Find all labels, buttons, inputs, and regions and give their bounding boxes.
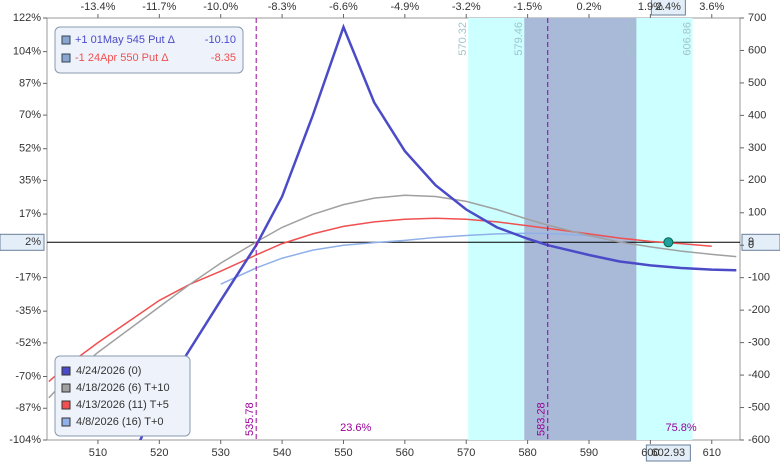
y-tick-label: 52% xyxy=(19,143,41,155)
x-tick-label: 610 xyxy=(703,447,721,459)
y2-tick-label: 400 xyxy=(748,109,766,121)
current-pnl-box xyxy=(741,233,780,251)
y2-tick-label: 100 xyxy=(748,207,766,219)
x2-tick-label: -4.9% xyxy=(390,1,419,13)
legend-label: 4/8/2026 (16) T+0 xyxy=(76,416,164,428)
legend-label: 4/24/2026 (0) xyxy=(76,365,141,377)
y-tick-label: -87% xyxy=(15,402,41,414)
breakeven-label: 583.28 xyxy=(536,402,548,436)
x2-tick-label: -3.2% xyxy=(452,1,481,13)
x-tick-label: 520 xyxy=(150,447,168,459)
x-tick-label: 510 xyxy=(89,447,107,459)
x2-tick-label: 1.9% xyxy=(638,1,663,13)
current-marker xyxy=(663,237,674,248)
y2-tick-label: 600 xyxy=(748,44,766,56)
legend-swatch xyxy=(61,417,71,427)
band-label: 606.86 xyxy=(681,22,693,56)
y-tick-label: -70% xyxy=(15,370,41,382)
y2-tick-label: -500 xyxy=(748,401,770,413)
legend-swatch xyxy=(61,53,71,63)
position-name: +1 01May 545 Put Δ xyxy=(75,34,176,46)
x2-tick-label: -13.4% xyxy=(81,1,116,13)
y-tick-label: -17% xyxy=(15,271,41,283)
positions-legend xyxy=(54,26,244,74)
current-price-box xyxy=(645,444,691,462)
x2-tick-label: 0.2% xyxy=(576,1,601,13)
pnl-line xyxy=(48,194,737,399)
y-tick-label: 35% xyxy=(19,174,41,186)
x2-tick-label: 3.6% xyxy=(699,1,724,13)
legend-swatch xyxy=(61,400,71,410)
current-return: 2% xyxy=(25,236,41,248)
y2-tick-label: -400 xyxy=(748,369,770,381)
current-return-box xyxy=(0,233,45,251)
probability-label: 75.8% xyxy=(665,422,696,434)
x-tick-label: 580 xyxy=(518,447,536,459)
x2-tick-label: -11.7% xyxy=(142,1,176,13)
x-tick-label: 590 xyxy=(580,447,598,459)
y2-tick-label: -100 xyxy=(748,272,770,284)
y2-tick-label: -600 xyxy=(748,434,770,446)
x-tick-label: 550 xyxy=(334,447,352,459)
position-delta: -10.10 xyxy=(205,34,236,46)
x2-tick-label: -8.3% xyxy=(268,1,297,13)
range-band xyxy=(524,18,637,440)
band-label: 579.46 xyxy=(513,22,525,56)
y-tick-label: 70% xyxy=(19,109,41,121)
series-legend xyxy=(54,355,191,437)
y-tick-label: 17% xyxy=(19,208,41,220)
legend-swatch xyxy=(61,383,71,393)
y2-tick-label: 200 xyxy=(748,174,766,186)
y-tick-label: 122% xyxy=(13,12,41,24)
y2-tick-label: -300 xyxy=(748,337,770,349)
current-price: 602.93 xyxy=(652,447,686,459)
band-label: 597.72 xyxy=(625,22,637,56)
y-tick-label: 87% xyxy=(19,77,41,89)
legend-swatch xyxy=(61,35,71,45)
x2-tick-label: -10.0% xyxy=(203,1,238,13)
x-tick-label: 530 xyxy=(212,447,230,459)
legend-swatch xyxy=(61,366,71,376)
position-delta: -8.35 xyxy=(211,52,236,64)
x-tick-label: 540 xyxy=(273,447,291,459)
y2-tick-label: 300 xyxy=(748,142,766,154)
pnl-line xyxy=(48,217,712,383)
y-tick-label: -52% xyxy=(15,337,41,349)
breakeven-label: 535.78 xyxy=(244,402,256,436)
x-tick-label: 560 xyxy=(396,447,414,459)
y2-tick-label: 0 xyxy=(748,239,754,251)
y-tick-label: -104% xyxy=(9,434,41,446)
x-tick-label: 570 xyxy=(457,447,475,459)
y-tick-label: 104% xyxy=(13,46,41,58)
y-tick-label: -35% xyxy=(15,305,41,317)
legend-label: 4/18/2026 (6) T+10 xyxy=(76,382,170,394)
band-label: 570.32 xyxy=(457,22,469,56)
current-move-box xyxy=(650,0,686,16)
y2-tick-label: 700 xyxy=(748,12,766,24)
legend-label: 4/13/2026 (11) T+5 xyxy=(76,399,169,411)
probability-label: 23.6% xyxy=(340,422,371,434)
position-name: -1 24Apr 550 Put Δ xyxy=(75,52,169,64)
current-move: 2.4% xyxy=(656,1,681,13)
pnl-line xyxy=(138,23,737,440)
x-tick-label: 600 xyxy=(641,447,659,459)
y2-tick-label: 500 xyxy=(748,77,766,89)
x2-tick-label: -6.6% xyxy=(329,1,358,13)
current-pnl: 9 xyxy=(748,236,754,248)
x2-tick-label: -1.5% xyxy=(513,1,542,13)
y2-tick-label: -200 xyxy=(748,304,770,316)
pnl-line xyxy=(220,232,620,285)
